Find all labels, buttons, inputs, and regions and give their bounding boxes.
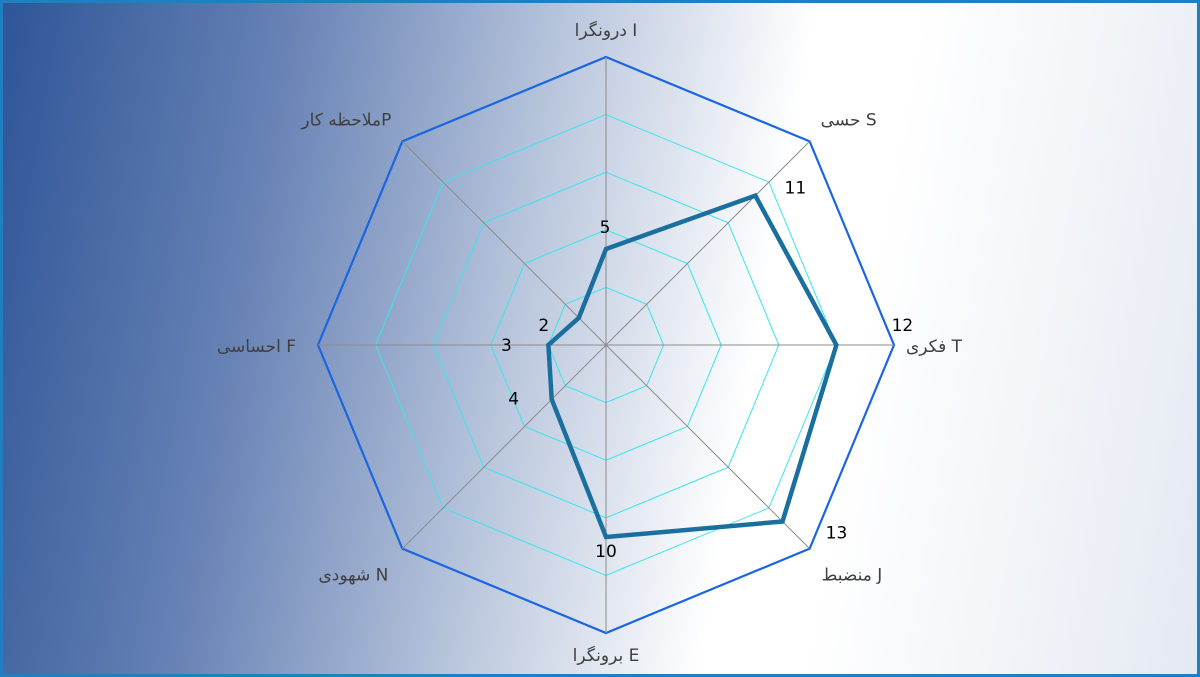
data-value-label: 12 [892,316,914,336]
axis-category-label: درونگرا I [575,20,638,41]
radar-spokes [318,57,894,633]
radar-spoke [401,344,607,550]
data-value-label: 13 [826,523,848,543]
radar-chart: درونگرا I حسی S فکری T منضبط J برونگرا E شهود… [217,20,963,666]
data-value-label: 3 [501,336,512,356]
axis-category-label: شهودی N [318,566,388,586]
data-value-label: 4 [508,389,519,409]
radar-series [546,192,839,540]
axis-category-label: برونگرا E [573,645,640,666]
axis-category-label: ملاحظه کارP [300,110,391,130]
data-value-label: 10 [595,542,617,562]
radar-labels: درونگرا I حسی S فکری T منضبط J برونگرا E شهود… [217,20,963,666]
radar-spoke [605,140,811,346]
data-value-label: 11 [785,179,807,199]
data-value-label: 2 [538,316,549,336]
radar-spoke [605,344,811,550]
data-value-label: 5 [600,218,611,238]
axis-category-label: حسی S [821,110,877,130]
axis-category-label: منضبط J [822,566,883,586]
radar-series-line [546,192,839,540]
axis-category-label: فکری T [906,337,963,357]
axis-category-label: احساسی F [217,337,296,357]
radar-spoke [401,140,607,346]
